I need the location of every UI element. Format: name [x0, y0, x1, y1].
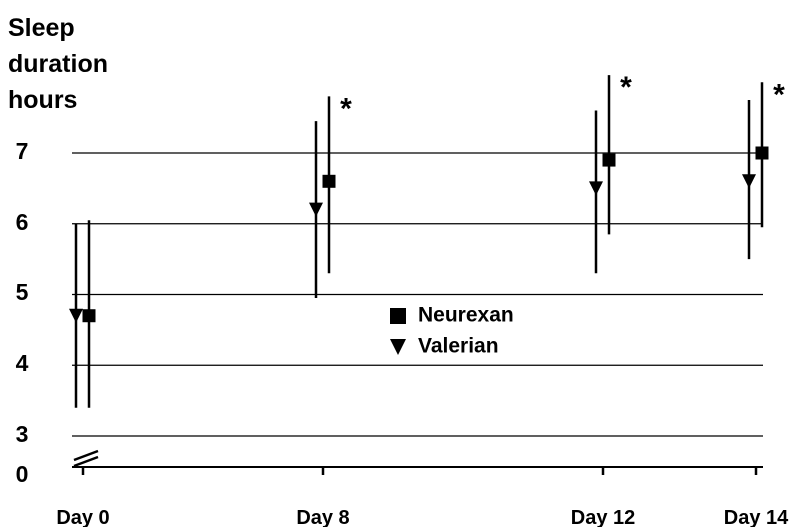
y-tick-label-7: 7	[16, 138, 29, 164]
y-tick-label-6: 6	[16, 209, 29, 235]
significance-marker-2: *	[620, 71, 632, 104]
y-axis-title-line-1: Sleep	[8, 14, 75, 42]
y-axis-title: Sleep duration hours	[8, 10, 108, 118]
neurexan-point-2	[602, 153, 616, 167]
valerian-point-2	[589, 181, 603, 196]
y-tick-label-0: 0	[16, 461, 29, 487]
x-tick-label-2: Day 12	[571, 507, 636, 527]
axis-break-mark-1	[73, 449, 99, 462]
significance-marker-3: *	[773, 78, 785, 111]
neurexan-point-0	[82, 309, 96, 323]
y-tick-label-4: 4	[16, 350, 29, 376]
axis-break-mark-2	[73, 455, 99, 468]
x-tick-label-1: Day 8	[296, 507, 349, 527]
neurexan-point-1	[322, 174, 336, 188]
valerian-point-1	[309, 202, 323, 217]
legend-valerian-marker	[390, 339, 406, 355]
y-tick-label-5: 5	[16, 279, 29, 305]
valerian-point-3	[742, 174, 756, 189]
legend-valerian-label: Valerian	[418, 335, 499, 358]
legend-neurexan-label: Neurexan	[418, 304, 514, 327]
significance-marker-1: *	[340, 92, 352, 125]
x-tick-label-0: Day 0	[56, 507, 109, 527]
y-axis-title-line-2: duration	[8, 50, 108, 78]
valerian-point-0	[69, 308, 83, 323]
legend-neurexan-marker	[390, 308, 406, 324]
x-tick-label-3: Day 14	[724, 507, 789, 527]
y-axis-title-line-3: hours	[8, 86, 78, 114]
y-tick-label-3: 3	[16, 421, 29, 447]
neurexan-point-3	[755, 146, 769, 160]
